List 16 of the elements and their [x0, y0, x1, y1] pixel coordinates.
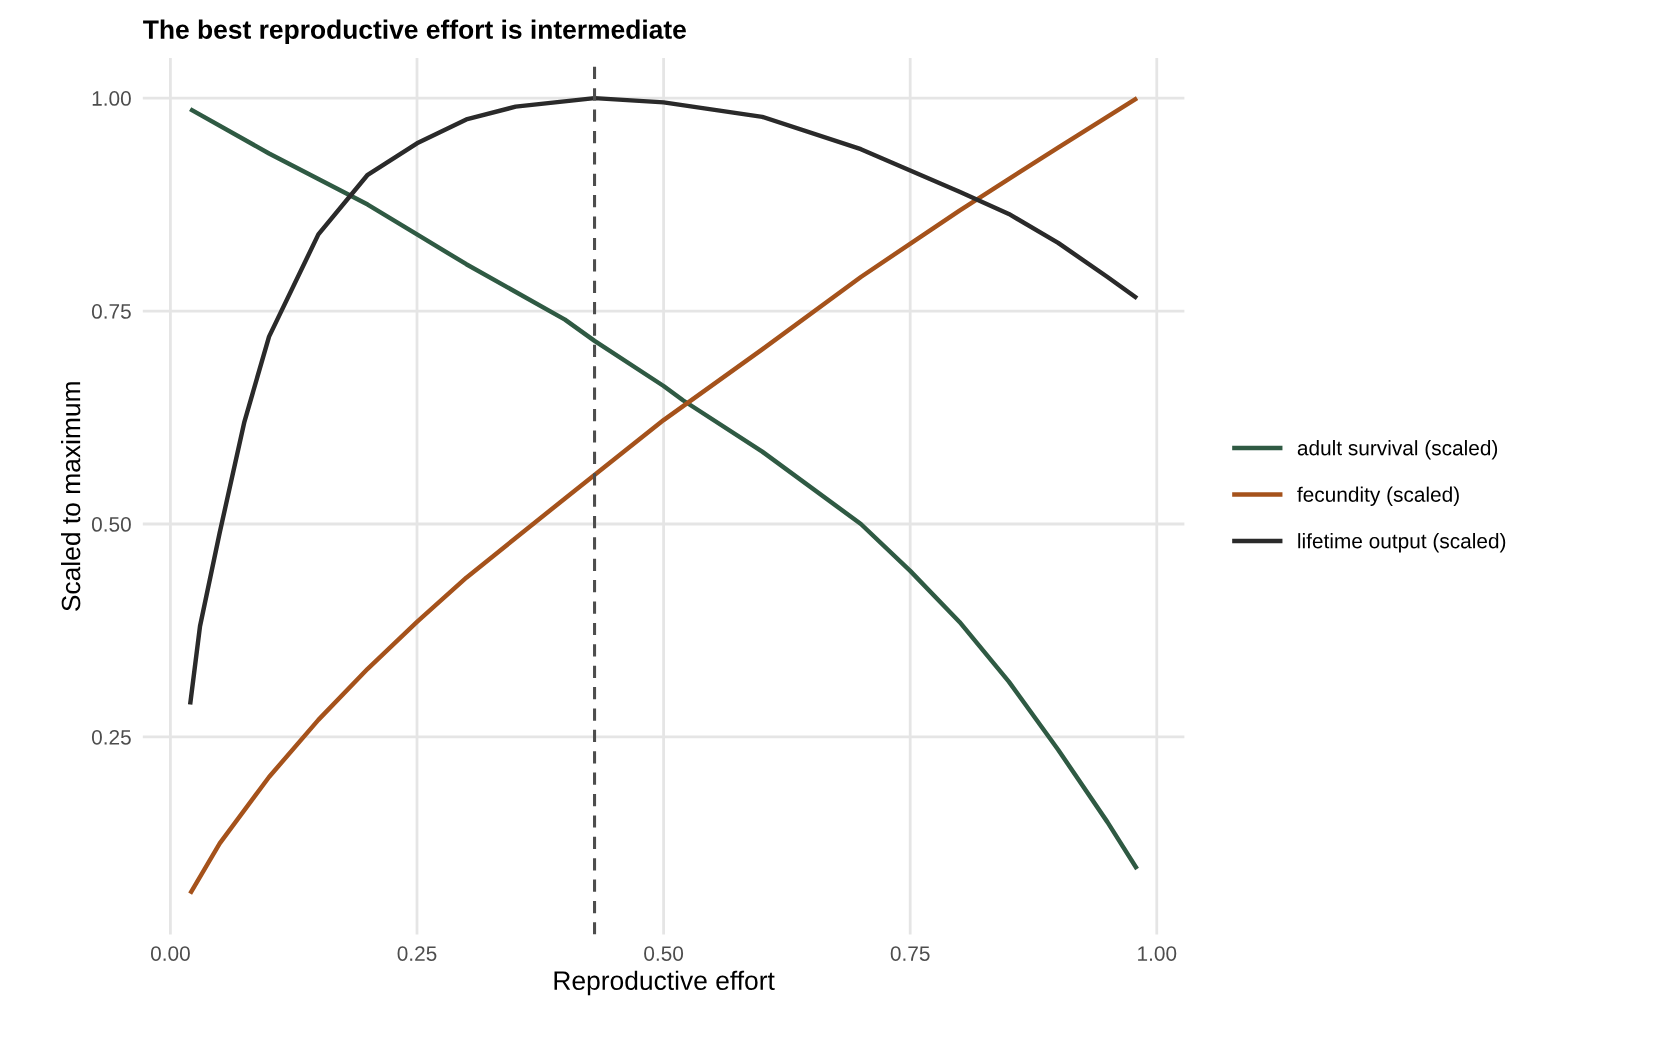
x-tick-label: 0.00 [150, 946, 190, 961]
y-axis-title: Scaled to maximum [60, 382, 81, 611]
y-tick-label: 0.25 [91, 729, 131, 745]
line-series [187, 95, 1140, 707]
x-tick-label: 1.00 [1138, 946, 1177, 961]
legend-label: adult survival (scaled) [1297, 440, 1498, 460]
y-tick-label: 0.50 [91, 517, 131, 532]
chart-title: The best reproductive effort is intermediate [143, 19, 686, 45]
x-tick-label: 0.75 [890, 946, 930, 961]
legend-label: lifetime output (scaled) [1298, 533, 1506, 553]
legend-label: fecundity (scaled) [1297, 486, 1459, 507]
y-tick-label: 1.00 [92, 91, 131, 106]
y-tick-label: 0.75 [91, 304, 131, 319]
x-tick-label: 0.25 [397, 946, 437, 961]
x-axis-title: Reproductive effort [554, 970, 775, 996]
x-tick-label: 0.50 [644, 946, 684, 961]
